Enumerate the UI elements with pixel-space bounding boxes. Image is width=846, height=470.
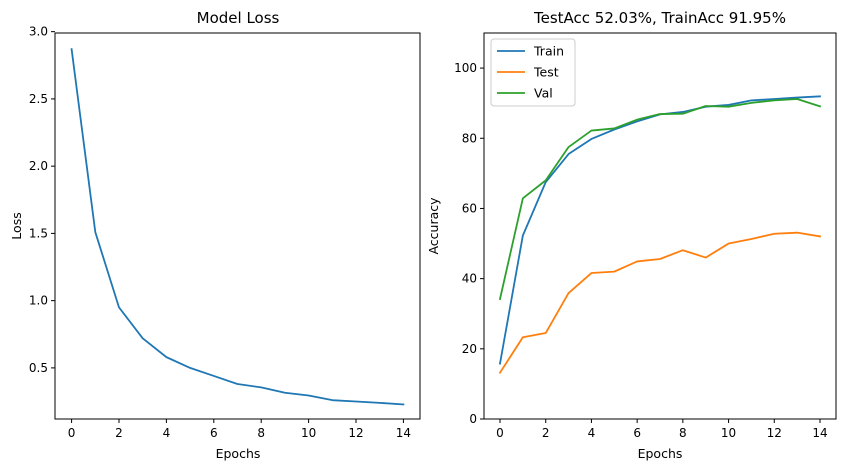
loss-x-label: Epochs (216, 446, 261, 461)
legend-box (490, 38, 576, 107)
loss-y-tick-label: 2.5 (29, 92, 48, 106)
loss-chart-title: Model Loss (197, 9, 280, 27)
accuracy-series-test (498, 231, 822, 374)
loss-x-tick-label: 0 (68, 426, 76, 440)
accuracy-x-label: Epochs (638, 446, 683, 461)
accuracy-series-val (498, 98, 822, 301)
loss-y-tick-label: 2.0 (29, 159, 48, 173)
accuracy-x-tick-label: 4 (588, 426, 596, 440)
loss-x-tick-label: 6 (210, 426, 218, 440)
accuracy-y-tick-label: 100 (454, 61, 477, 75)
accuracy-y-label: Accuracy (426, 197, 441, 255)
loss-x-tick-label: 12 (348, 426, 363, 440)
loss-plot-area: 0 2 4 6 8 10 12 14 0.5 1.0 1.5 2.0 2.5 3.0 (29, 25, 411, 440)
accuracy-x-tick-label: 2 (542, 426, 550, 440)
accuracy-y-tick-label: 80 (462, 131, 477, 145)
loss-x-tick-label: 14 (396, 426, 411, 440)
loss-x-tick-label: 10 (301, 426, 316, 440)
loss-y-tick-label: 1.0 (29, 294, 48, 308)
legend-label-train: Train (533, 44, 564, 59)
loss-y-tick-label: 0.5 (29, 361, 48, 375)
accuracy-x-tick-label: 6 (633, 426, 641, 440)
accuracy-y-tick-label: 60 (462, 201, 477, 215)
accuracy-x-tick-label: 10 (721, 426, 736, 440)
accuracy-chart-title: TestAcc 52.03%, TrainAcc 91.95% (533, 9, 786, 27)
accuracy-axes-frame (483, 32, 837, 420)
accuracy-y-tick-label: 40 (462, 272, 477, 286)
accuracy-y-tick-label: 20 (462, 342, 477, 356)
loss-chart: Model Loss 0 2 4 6 8 10 12 14 0.5 1.0 1.5 2.0 2.5 3.0… (9, 9, 421, 461)
accuracy-y-tick-label: 0 (469, 412, 477, 426)
loss-y-label: Loss (9, 212, 24, 239)
accuracy-x-tick-label: 8 (679, 426, 687, 440)
accuracy-plot-area: 0 2 4 6 8 10 12 14 0 20 40 60 80 100 (454, 61, 828, 440)
loss-axes-frame (54, 32, 421, 420)
loss-x-tick-label: 8 (257, 426, 265, 440)
legend-label-val: Val (534, 86, 553, 101)
loss-y-tick-label: 3.0 (29, 25, 48, 39)
legend-label-test: Test (533, 65, 559, 80)
accuracy-x-tick-label: 12 (767, 426, 782, 440)
legend: Train Test Val (490, 38, 576, 107)
accuracy-chart: TestAcc 52.03%, TrainAcc 91.95% 0 2 4 6 8 10 1… (426, 9, 837, 461)
loss-series-loss (70, 48, 405, 406)
loss-x-tick-label: 2 (115, 426, 123, 440)
loss-x-tick-label: 4 (163, 426, 171, 440)
loss-y-tick-label: 1.5 (29, 226, 48, 240)
accuracy-x-tick-label: 14 (812, 426, 827, 440)
accuracy-x-tick-label: 0 (496, 426, 504, 440)
